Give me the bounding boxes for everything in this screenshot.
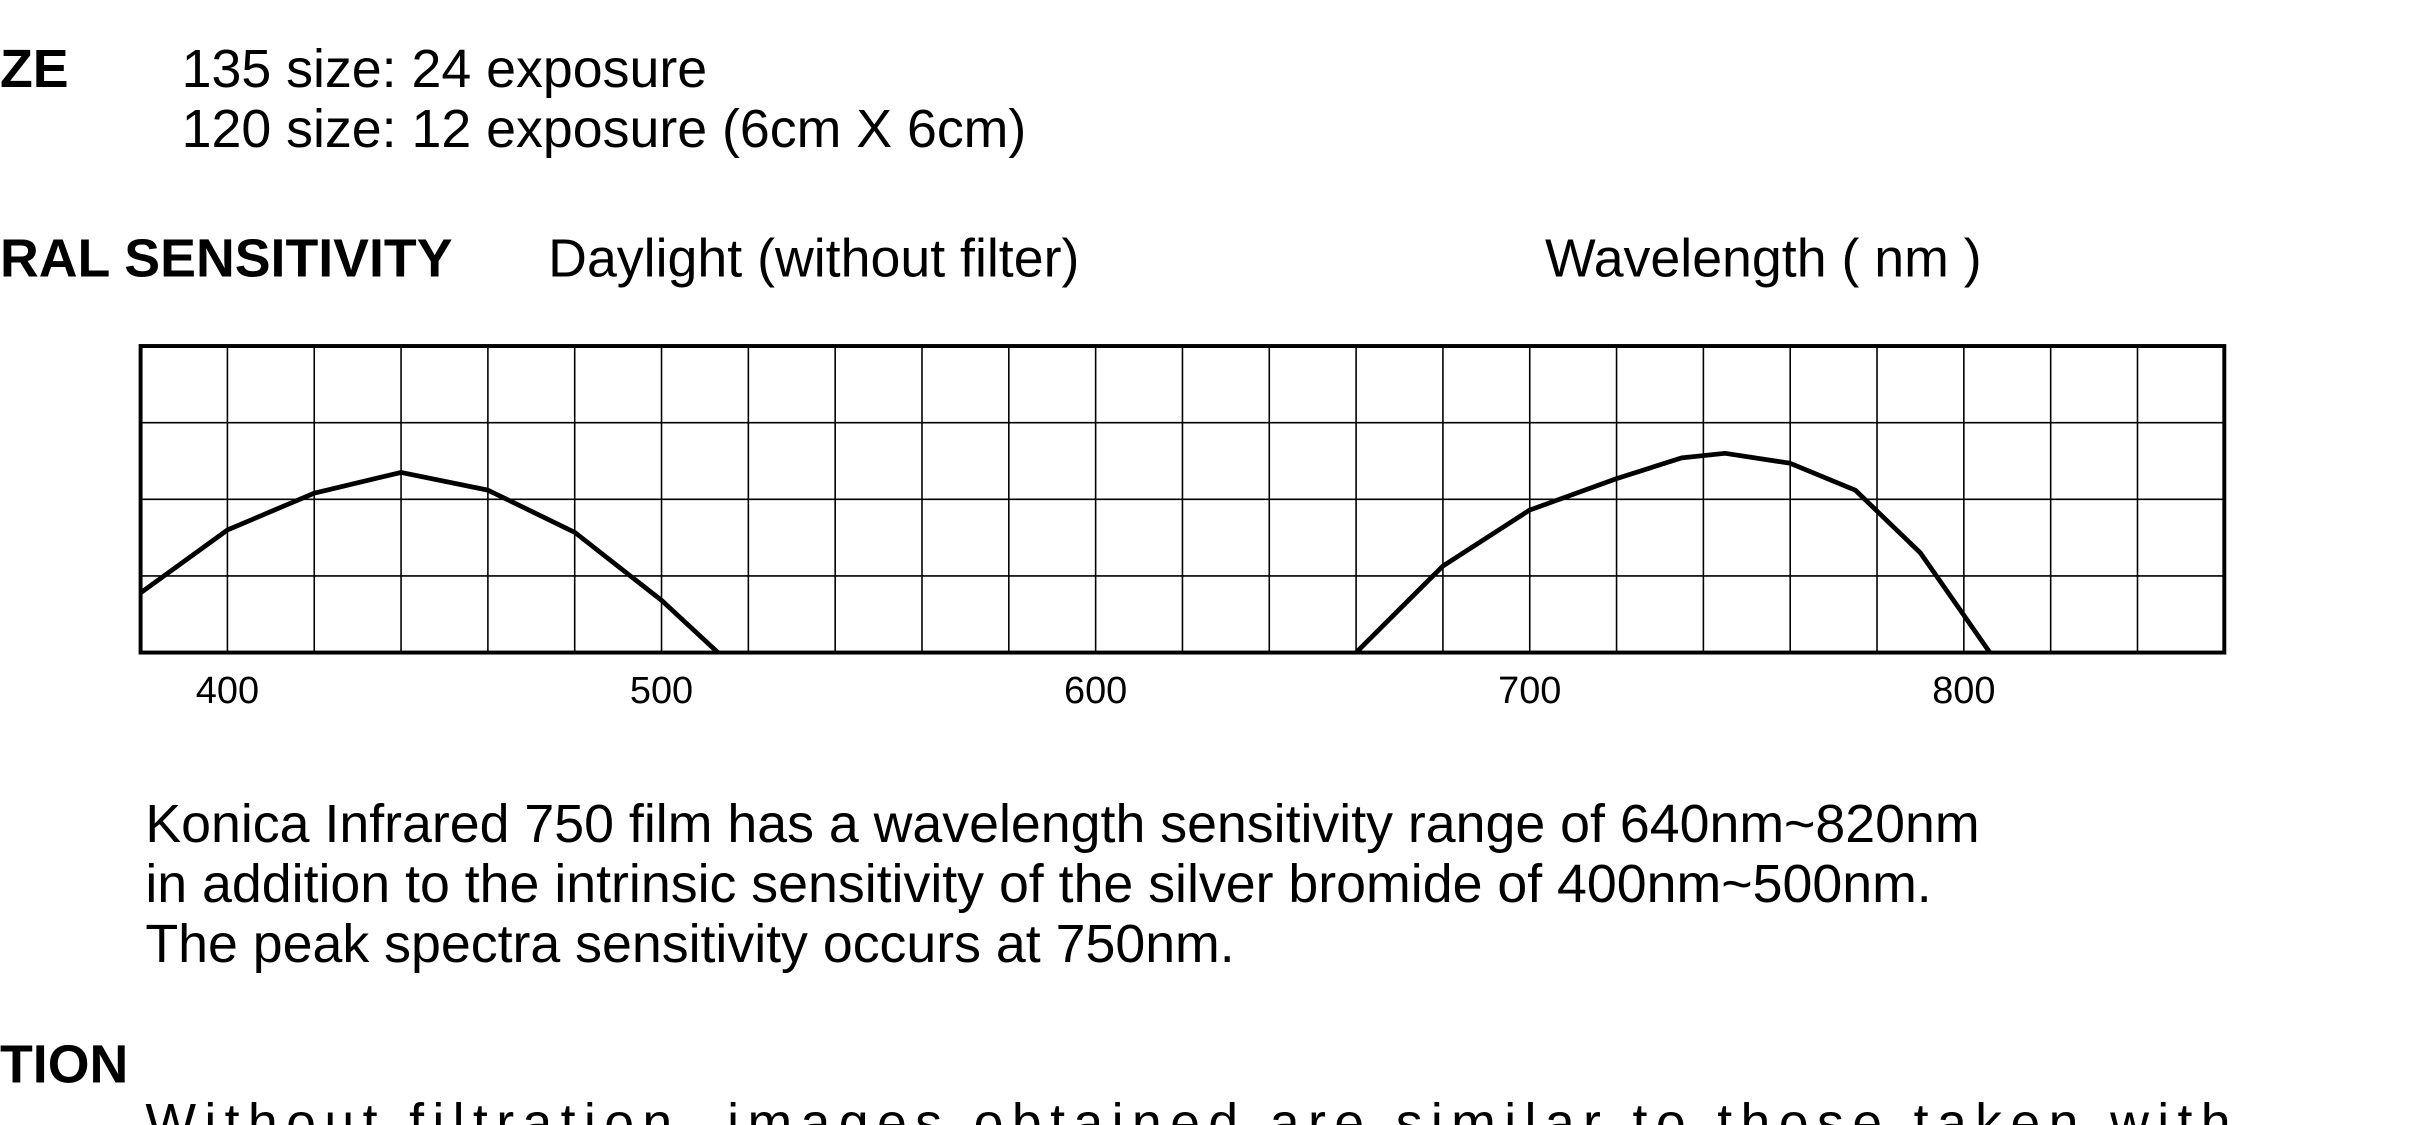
text-line: Konica Infrared 750 film has a wavelengt…	[145, 794, 1979, 854]
x-tick-label: 800	[1932, 670, 1995, 712]
text-line: The peak spectra sensitivity occurs at 7…	[145, 914, 1234, 974]
chart-condition: Daylight (without filter)	[548, 229, 1079, 289]
x-tick-label: 700	[1498, 670, 1561, 712]
x-tick-label: 400	[196, 670, 259, 712]
section-heading: ZE	[0, 39, 69, 99]
chart: 400 500 600 700 800	[138, 344, 2227, 712]
x-tick-label: 600	[1064, 670, 1127, 712]
text-line: Without filtration, images obtained are …	[145, 1093, 2230, 1125]
text-line: 135 size: 24 exposure	[182, 39, 707, 99]
x-tick-label: 500	[630, 670, 693, 712]
axis-label: Wavelength ( nm )	[1545, 229, 1982, 289]
section-heading: RAL SENSITIVITY	[0, 229, 453, 289]
sensitivity-curve	[140, 450, 1992, 653]
section-heading: TION	[0, 1034, 128, 1094]
text-line: in addition to the intrinsic sensitivity…	[145, 854, 1931, 914]
text-line: 120 size: 12 exposure (6cm X 6cm)	[182, 99, 1027, 159]
plot-frame	[138, 344, 2227, 655]
